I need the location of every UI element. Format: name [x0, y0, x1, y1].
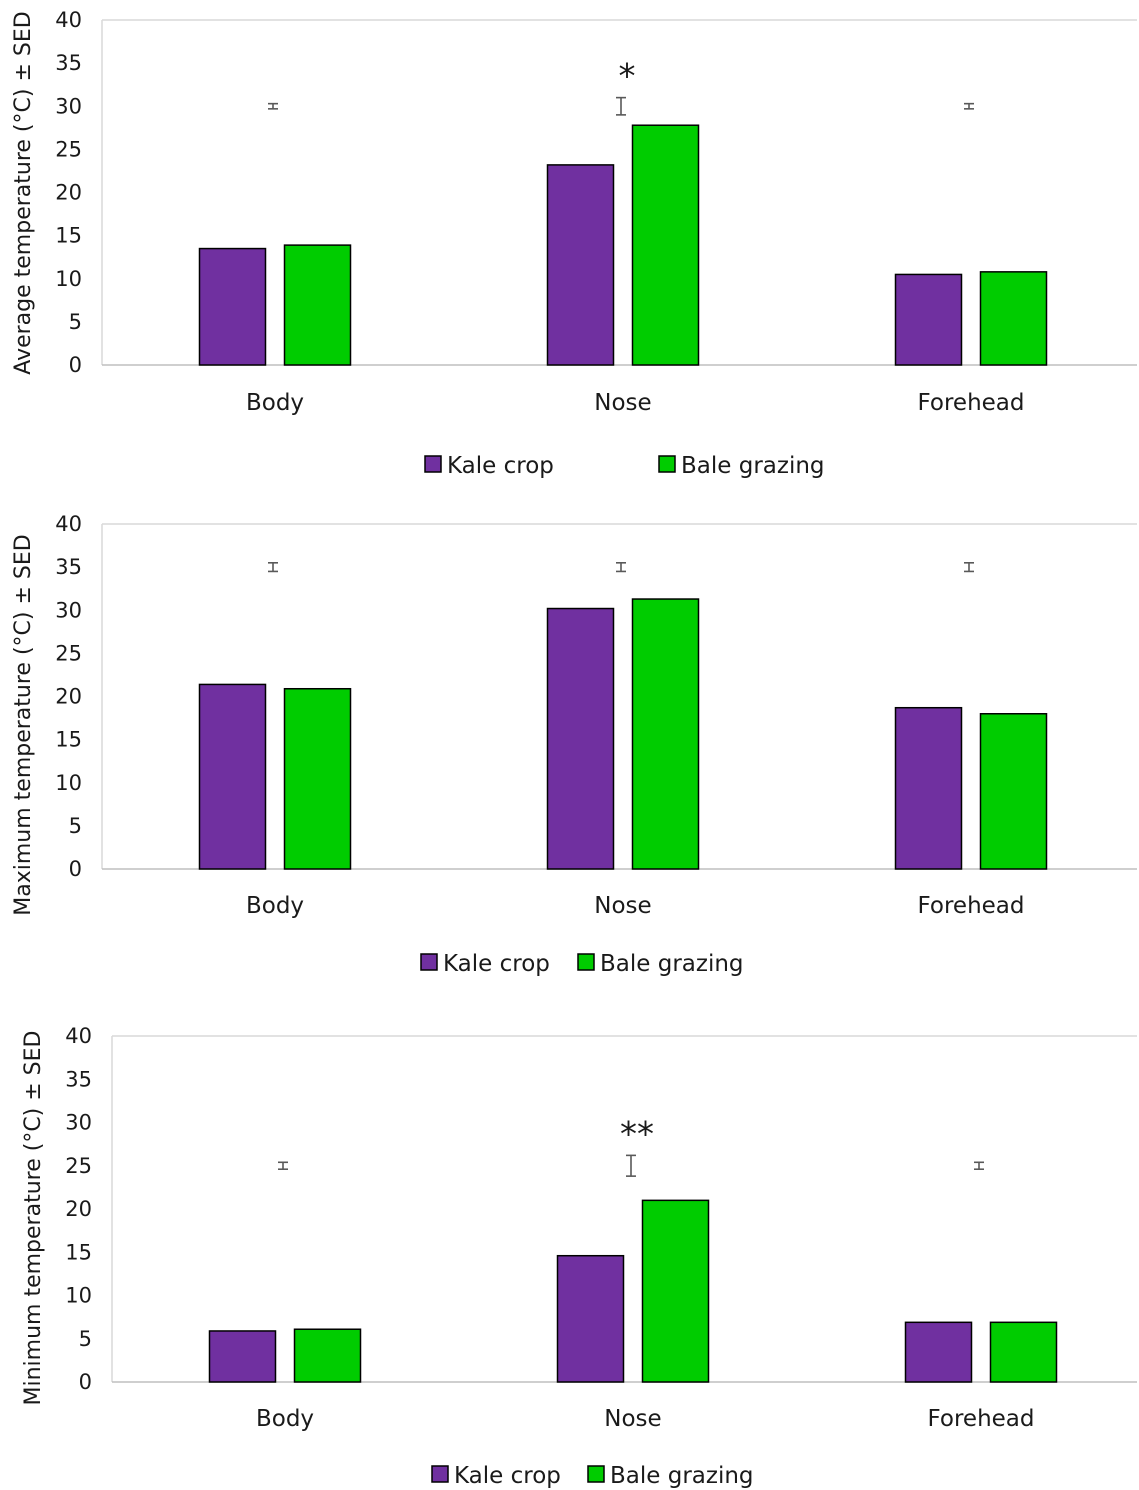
bar-bale-grazing — [979, 713, 1048, 870]
legend-label: Bale grazing — [681, 453, 825, 479]
y-tick-label: 20 — [55, 685, 82, 709]
y-tick-label: 10 — [55, 771, 82, 795]
legend-swatch — [431, 1465, 449, 1483]
y-tick-label: 20 — [65, 1197, 92, 1221]
y-tick-label: 35 — [65, 1067, 92, 1091]
y-tick-label: 5 — [79, 1327, 92, 1351]
y-tick-label: 30 — [55, 94, 82, 118]
y-tick-label: 0 — [79, 1370, 92, 1394]
bar-bale-grazing — [989, 1321, 1058, 1383]
y-tick-label: 30 — [65, 1111, 92, 1135]
bar-kale-crop — [198, 247, 267, 366]
x-category-label: Nose — [604, 1406, 661, 1432]
y-tick-label: 25 — [55, 641, 82, 665]
y-tick-label: 30 — [55, 598, 82, 622]
y-tick-label: 20 — [55, 181, 82, 205]
legend-label: Bale grazing — [610, 1463, 754, 1489]
legend-label: Bale grazing — [600, 951, 744, 977]
y-tick-label: 40 — [55, 512, 82, 536]
y-tick-label: 25 — [55, 137, 82, 161]
legend-swatch — [424, 455, 442, 473]
bar-kale-crop — [198, 683, 267, 870]
legend-swatch — [577, 953, 595, 971]
y-tick-label: 15 — [55, 728, 82, 752]
y-tick-label: 10 — [55, 267, 82, 291]
bar-kale-crop — [208, 1330, 277, 1383]
legend-swatch — [420, 953, 438, 971]
x-category-label: Body — [256, 1406, 314, 1432]
y-tick-label: 0 — [69, 353, 82, 377]
y-axis-title: Average temperature (°C) ± SED — [11, 11, 36, 374]
legend-swatch — [587, 1465, 605, 1483]
y-tick-label: 40 — [55, 8, 82, 32]
bar-bale-grazing — [293, 1328, 362, 1383]
bar-bale-grazing — [283, 687, 352, 870]
bar-kale-crop — [894, 273, 963, 366]
y-tick-label: 40 — [65, 1024, 92, 1048]
x-category-label: Body — [246, 390, 304, 416]
maximum-temperature-plot: 0 5 10 15 20 25 30 35 40 Maximum temperature (°C)… — [11, 512, 1137, 977]
x-category-label: Forehead — [917, 390, 1024, 416]
y-tick-label: 10 — [65, 1284, 92, 1308]
minimum-temperature-chart: 0 5 10 15 20 25 30 35 40 Minimum temperature (°C)… — [0, 1018, 1139, 1490]
y-tick-label: 25 — [65, 1154, 92, 1178]
significance-marker: ** — [620, 1114, 654, 1154]
average-temperature-chart: 0 5 10 15 20 25 30 35 40 Average temperature (°C)… — [0, 0, 1139, 500]
y-tick-label: 0 — [69, 857, 82, 881]
x-category-label: Body — [246, 893, 304, 919]
bar-bale-grazing — [641, 1199, 710, 1383]
bar-kale-crop — [904, 1321, 973, 1383]
bar-bale-grazing — [283, 244, 352, 366]
y-tick-label: 5 — [69, 814, 82, 838]
maximum-temperature-chart: 0 5 10 15 20 25 30 35 40 Maximum temperature (°C)… — [0, 505, 1139, 995]
bar-bale-grazing — [979, 271, 1048, 366]
y-tick-label: 15 — [65, 1240, 92, 1264]
minimum-temperature-plot: 0 5 10 15 20 25 30 35 40 Minimum temperature (°C)… — [21, 1024, 1137, 1489]
legend-label: Kale crop — [447, 453, 554, 479]
x-category-label: Nose — [594, 893, 651, 919]
y-tick-label: 15 — [55, 224, 82, 248]
bar-kale-crop — [556, 1254, 625, 1383]
legend-label: Kale crop — [454, 1463, 561, 1489]
bar-kale-crop — [894, 706, 963, 870]
x-category-label: Nose — [594, 390, 651, 416]
y-axis-title: Minimum temperature (°C) ± SED — [21, 1031, 46, 1406]
y-tick-label: 5 — [69, 310, 82, 334]
bar-kale-crop — [546, 607, 615, 870]
y-axis-title: Maximum temperature (°C) ± SED — [11, 534, 36, 915]
bar-kale-crop — [546, 164, 615, 366]
legend-swatch — [658, 455, 676, 473]
bar-bale-grazing — [631, 124, 700, 366]
bar-bale-grazing — [631, 598, 700, 870]
significance-marker: * — [619, 57, 636, 97]
average-temperature-plot: 0 5 10 15 20 25 30 35 40 Average temperature (°C)… — [11, 8, 1137, 479]
y-tick-label: 35 — [55, 51, 82, 75]
legend-label: Kale crop — [443, 951, 550, 977]
x-category-label: Forehead — [927, 1406, 1034, 1432]
x-category-label: Forehead — [917, 893, 1024, 919]
y-tick-label: 35 — [55, 555, 82, 579]
